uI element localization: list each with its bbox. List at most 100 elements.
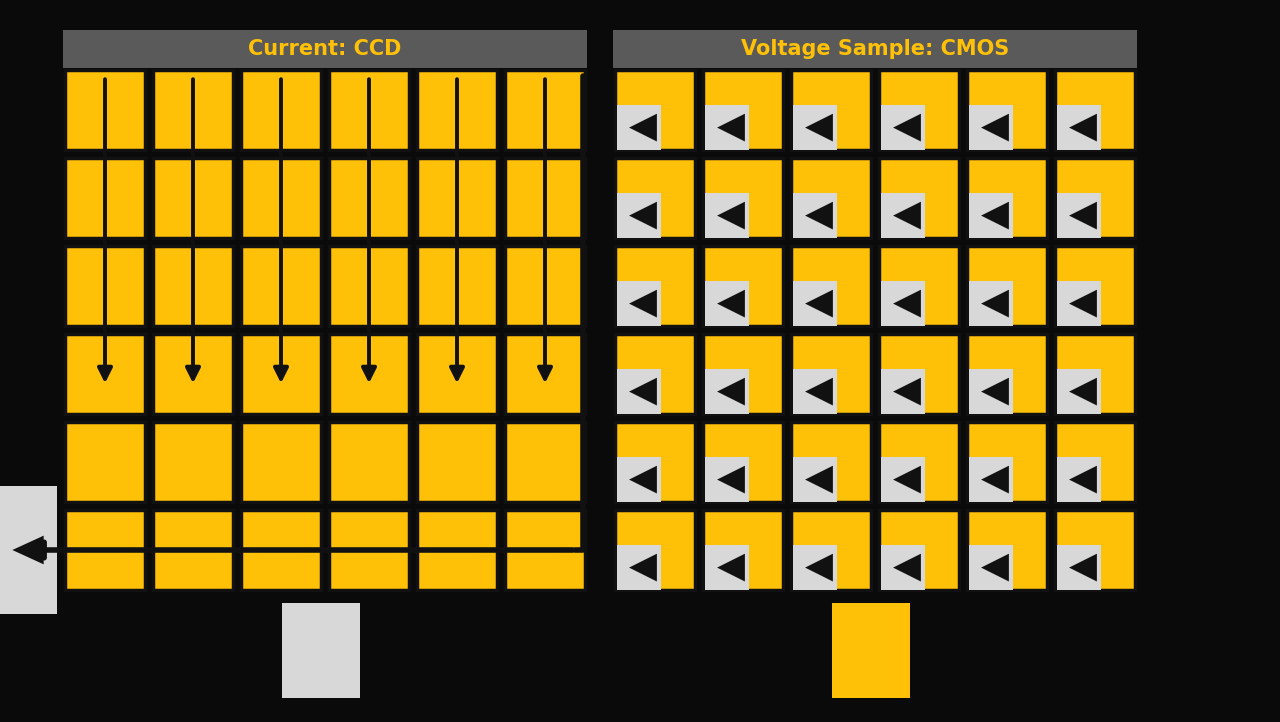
- Polygon shape: [980, 554, 1009, 581]
- Polygon shape: [717, 554, 745, 581]
- FancyBboxPatch shape: [791, 70, 870, 150]
- Polygon shape: [628, 466, 657, 494]
- Polygon shape: [805, 201, 833, 230]
- FancyBboxPatch shape: [792, 369, 837, 414]
- FancyBboxPatch shape: [1055, 70, 1135, 150]
- FancyBboxPatch shape: [1056, 457, 1101, 502]
- FancyBboxPatch shape: [704, 369, 749, 414]
- FancyBboxPatch shape: [703, 158, 783, 238]
- FancyBboxPatch shape: [614, 70, 695, 150]
- FancyBboxPatch shape: [417, 246, 497, 326]
- Polygon shape: [980, 466, 1009, 494]
- Polygon shape: [717, 466, 745, 494]
- Polygon shape: [805, 113, 833, 142]
- FancyBboxPatch shape: [241, 422, 321, 502]
- FancyBboxPatch shape: [154, 70, 233, 150]
- Polygon shape: [1069, 113, 1097, 142]
- FancyBboxPatch shape: [966, 158, 1047, 238]
- Polygon shape: [893, 113, 920, 142]
- FancyBboxPatch shape: [792, 457, 837, 502]
- FancyBboxPatch shape: [704, 193, 749, 238]
- Polygon shape: [805, 466, 833, 494]
- FancyBboxPatch shape: [879, 334, 959, 414]
- FancyBboxPatch shape: [879, 510, 959, 590]
- FancyBboxPatch shape: [241, 158, 321, 238]
- FancyBboxPatch shape: [703, 422, 783, 502]
- Polygon shape: [893, 554, 920, 581]
- FancyBboxPatch shape: [65, 158, 145, 238]
- FancyBboxPatch shape: [703, 70, 783, 150]
- FancyBboxPatch shape: [63, 30, 588, 68]
- FancyBboxPatch shape: [241, 510, 321, 590]
- FancyBboxPatch shape: [613, 30, 1137, 68]
- Polygon shape: [1069, 290, 1097, 318]
- FancyBboxPatch shape: [154, 158, 233, 238]
- FancyBboxPatch shape: [966, 70, 1047, 150]
- FancyBboxPatch shape: [1055, 246, 1135, 326]
- FancyBboxPatch shape: [969, 545, 1014, 590]
- FancyBboxPatch shape: [704, 281, 749, 326]
- FancyBboxPatch shape: [617, 193, 662, 238]
- Polygon shape: [717, 113, 745, 142]
- FancyBboxPatch shape: [617, 281, 662, 326]
- FancyBboxPatch shape: [879, 158, 959, 238]
- FancyBboxPatch shape: [65, 70, 145, 150]
- FancyBboxPatch shape: [881, 457, 925, 502]
- FancyBboxPatch shape: [879, 422, 959, 502]
- FancyBboxPatch shape: [791, 422, 870, 502]
- FancyBboxPatch shape: [969, 457, 1014, 502]
- FancyBboxPatch shape: [1056, 193, 1101, 238]
- FancyBboxPatch shape: [791, 246, 870, 326]
- FancyBboxPatch shape: [241, 334, 321, 414]
- Polygon shape: [1069, 466, 1097, 494]
- FancyBboxPatch shape: [617, 457, 662, 502]
- Text: Current: CCD: Current: CCD: [248, 39, 402, 59]
- Polygon shape: [805, 554, 833, 581]
- FancyBboxPatch shape: [241, 246, 321, 326]
- FancyBboxPatch shape: [969, 105, 1014, 150]
- Polygon shape: [805, 290, 833, 318]
- Polygon shape: [980, 201, 1009, 230]
- Polygon shape: [893, 290, 920, 318]
- Polygon shape: [1069, 378, 1097, 406]
- FancyBboxPatch shape: [703, 510, 783, 590]
- FancyBboxPatch shape: [329, 246, 410, 326]
- FancyBboxPatch shape: [792, 281, 837, 326]
- FancyBboxPatch shape: [617, 105, 662, 150]
- FancyBboxPatch shape: [792, 105, 837, 150]
- FancyBboxPatch shape: [506, 70, 585, 150]
- FancyBboxPatch shape: [506, 334, 585, 414]
- FancyBboxPatch shape: [0, 486, 58, 614]
- FancyBboxPatch shape: [791, 334, 870, 414]
- FancyBboxPatch shape: [614, 334, 695, 414]
- FancyBboxPatch shape: [282, 603, 360, 698]
- Polygon shape: [893, 466, 920, 494]
- Polygon shape: [980, 290, 1009, 318]
- FancyBboxPatch shape: [792, 193, 837, 238]
- FancyBboxPatch shape: [329, 158, 410, 238]
- FancyBboxPatch shape: [154, 510, 233, 590]
- FancyBboxPatch shape: [506, 510, 585, 590]
- FancyBboxPatch shape: [879, 70, 959, 150]
- FancyBboxPatch shape: [703, 334, 783, 414]
- Polygon shape: [805, 378, 833, 406]
- FancyBboxPatch shape: [617, 369, 662, 414]
- FancyBboxPatch shape: [1055, 510, 1135, 590]
- FancyBboxPatch shape: [704, 545, 749, 590]
- FancyBboxPatch shape: [241, 70, 321, 150]
- Polygon shape: [1069, 201, 1097, 230]
- FancyBboxPatch shape: [881, 193, 925, 238]
- Polygon shape: [628, 201, 657, 230]
- Text: Voltage Sample: CMOS: Voltage Sample: CMOS: [741, 39, 1009, 59]
- FancyBboxPatch shape: [881, 281, 925, 326]
- FancyBboxPatch shape: [417, 158, 497, 238]
- FancyBboxPatch shape: [329, 510, 410, 590]
- FancyBboxPatch shape: [792, 545, 837, 590]
- FancyBboxPatch shape: [154, 422, 233, 502]
- Polygon shape: [893, 378, 920, 406]
- FancyBboxPatch shape: [329, 70, 410, 150]
- Polygon shape: [717, 378, 745, 406]
- FancyBboxPatch shape: [154, 246, 233, 326]
- Polygon shape: [893, 201, 920, 230]
- Polygon shape: [628, 290, 657, 318]
